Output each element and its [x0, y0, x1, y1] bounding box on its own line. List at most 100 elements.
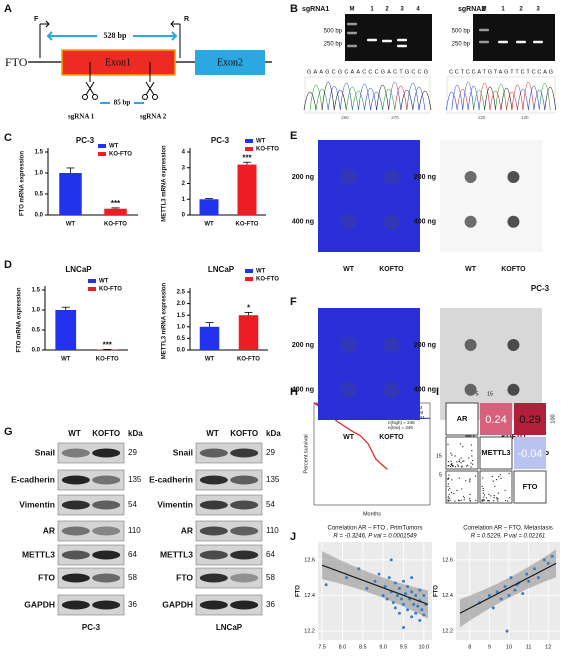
blot-band — [61, 526, 90, 536]
pair-dot — [475, 499, 477, 501]
blot-band — [92, 600, 121, 610]
point — [402, 579, 405, 583]
x-tick-label: 10 — [506, 644, 512, 650]
pair-dot — [447, 465, 449, 467]
axis-tick-label: 5 — [439, 472, 442, 478]
chart-title: LNCaP — [208, 265, 235, 274]
y-tick-label: 12.4 — [304, 593, 315, 599]
point — [406, 585, 410, 589]
protein-label: E-cadherin — [11, 474, 55, 484]
pair-dot — [496, 497, 498, 499]
point — [404, 592, 408, 596]
significance: *** — [111, 199, 121, 208]
gel-band — [367, 38, 377, 42]
pair-dot — [453, 492, 455, 495]
pair-dot — [497, 500, 499, 502]
marker-label: 500 bp — [324, 29, 343, 35]
blot-band — [199, 500, 228, 510]
pair-dot — [460, 462, 462, 464]
kda-label: 110 — [266, 526, 279, 535]
point — [536, 576, 540, 580]
column-label: KOFTO — [501, 434, 526, 441]
chromatogram-peak — [394, 85, 408, 111]
legend-label: WT — [256, 269, 266, 275]
legend-swatch — [245, 277, 253, 281]
gel-image — [345, 14, 432, 61]
chromatogram-peak — [418, 90, 432, 111]
point — [357, 567, 361, 571]
blot-band — [199, 526, 228, 536]
chromatogram-frame — [304, 76, 431, 114]
y-tick-label: 2.0 — [177, 301, 186, 307]
chromatogram-peak — [400, 89, 414, 111]
trend-line — [321, 564, 429, 605]
gel-band — [533, 40, 543, 44]
column-label: KOFTO — [230, 429, 258, 438]
pair-dot — [482, 498, 484, 501]
point — [383, 585, 387, 589]
chromatogram-peak — [528, 85, 540, 111]
pair-dot — [461, 488, 463, 490]
y-tick-label: 12.6 — [442, 557, 453, 563]
blot-band — [61, 573, 90, 583]
column-label: KOFTO — [501, 266, 526, 273]
point — [422, 593, 426, 597]
point — [422, 613, 426, 617]
variable-label: AR — [457, 414, 468, 423]
pair-dot — [454, 466, 457, 468]
exon2 — [195, 50, 265, 75]
blot-band — [61, 600, 90, 610]
point — [507, 593, 511, 597]
pair-dot — [482, 492, 484, 494]
pair-dot — [469, 481, 471, 483]
amplicon-arrow — [46, 31, 178, 41]
blot-band — [92, 550, 121, 560]
chromatogram-peak — [333, 89, 347, 111]
chromatogram-peak — [473, 89, 485, 111]
blot-membrane — [318, 140, 420, 252]
pair-dot — [474, 475, 477, 477]
chart-title: Correlation AR – FTO , PrimTumors — [327, 526, 422, 532]
sequence: GAAGCGCAACCCGACTGCCG — [307, 69, 428, 75]
gel-band — [347, 22, 357, 26]
blot-band — [199, 448, 228, 458]
gel-band — [397, 44, 407, 48]
kda-label: 54 — [266, 500, 275, 509]
legend-label: WT — [99, 279, 109, 285]
point — [397, 586, 401, 590]
lane-label: 3 — [536, 7, 540, 13]
blot-strip — [195, 594, 263, 616]
kda-label: 64 — [266, 550, 275, 559]
pair-dot — [447, 477, 449, 479]
protein-label: Vimentin — [19, 499, 55, 509]
point — [399, 597, 403, 601]
pair-dot — [482, 487, 484, 490]
kda-label: 36 — [266, 600, 275, 609]
legend-label: KO-FTO — [256, 277, 279, 283]
point — [365, 586, 369, 590]
y-tick-label: 0.5 — [35, 192, 44, 198]
point — [542, 558, 546, 562]
pair-dot — [504, 489, 506, 491]
trend-line — [459, 562, 557, 614]
y-tick-label: 3 — [182, 165, 186, 171]
protein-label: E-cadherin — [149, 474, 193, 484]
pair-dot — [469, 500, 471, 502]
row-label: 400 ng — [292, 219, 314, 226]
kda-label: 110 — [128, 526, 141, 535]
chart-title: PC-3 — [211, 136, 230, 145]
blot-strip — [57, 594, 125, 616]
blot-band — [92, 500, 121, 510]
legend-swatch — [245, 139, 253, 143]
x-tick-label: 9.5 — [400, 644, 408, 650]
bar — [104, 208, 127, 215]
significance: * — [247, 304, 251, 313]
point — [503, 585, 507, 589]
spacing-label: 85 bp — [114, 99, 131, 107]
bar — [199, 326, 220, 350]
point — [509, 576, 513, 580]
lane-label: 4 — [416, 7, 420, 13]
kda-label: 58 — [266, 573, 275, 582]
pair-dot — [496, 478, 498, 481]
point — [324, 583, 328, 587]
